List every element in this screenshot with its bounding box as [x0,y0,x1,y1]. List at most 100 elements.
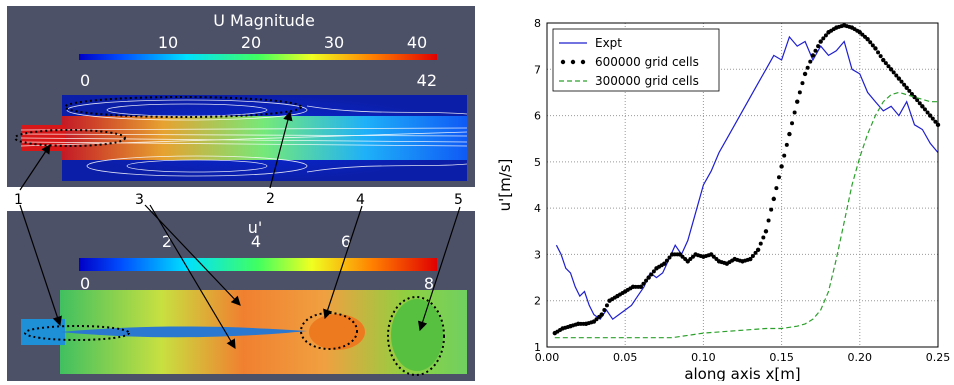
series-point [730,258,735,263]
legend-label: Expt [595,36,622,50]
series-point [821,36,826,41]
series-point [883,61,888,66]
series-point [933,119,938,124]
series-point [680,254,685,259]
series-line [554,91,938,339]
x-tick-label: 0.25 [926,351,950,364]
series-point [868,40,873,45]
series-point [886,64,891,69]
series-point [818,39,823,44]
series-point [847,24,852,29]
series-point [698,253,703,258]
series-point [784,142,789,147]
series-point [795,99,800,104]
series-point [805,65,810,70]
callout-4: 4 [356,192,365,208]
callout-2: 2 [266,191,275,207]
fluctuation-line-chart: 0.00 0.05 0.10 0.15 0.20 0.25 1 2 3 4 5 6 7 8 along a… [496,17,950,381]
y-tick-label: 8 [534,17,541,30]
series-point [737,258,742,263]
series-point [763,229,769,234]
series-point [891,70,896,75]
legend-label: 600000 grid cells [595,55,699,69]
series-point [769,207,774,212]
series-point [688,257,693,262]
y-tick-label: 2 [534,295,541,308]
callout-layer: 1 2 3 4 5 [14,110,463,350]
recirculation-zone-outline [64,96,302,118]
callout-1: 1 [14,192,23,208]
velocity-magnitude-field: U Magnitude 10 20 30 40 0 42 [14,11,468,181]
series-point [831,27,836,32]
series-point [690,254,695,259]
colorbar-tick: 10 [158,33,178,52]
series-point [930,116,935,121]
series-point [761,235,766,240]
series-point [664,258,669,263]
series-point [787,131,792,137]
series-point [912,94,917,100]
series-point [774,186,779,191]
series-point [863,34,868,39]
series-point [651,269,656,274]
series-point [558,328,563,333]
legend-swatch [560,59,566,65]
tick-labels: 0.00 0.05 0.10 0.15 0.20 0.25 1 2 3 4 5 6 7 8 [534,17,950,364]
series-point [790,121,795,126]
series-point [745,257,750,262]
series-point [758,241,763,246]
downstream-outline [387,296,445,376]
series-point [675,252,680,257]
series-point [628,286,633,291]
series-point [755,247,761,252]
series-point [714,257,719,262]
series-point [706,253,711,258]
series-point [925,110,930,115]
colorbar-max: 42 [417,71,437,90]
legend-box [552,28,720,92]
colorbar-tick: 4 [251,232,261,251]
colorbar-tick: 40 [407,33,427,52]
velocity-magnitude-panel: U Magnitude 10 20 30 40 0 42 [7,6,475,187]
series-point [873,46,878,51]
series-point [771,196,776,202]
series-point [904,85,909,91]
series-point [810,53,816,58]
series-point [565,324,570,329]
series-point [917,101,922,106]
series-point [855,28,860,33]
series-point [750,253,755,258]
series-point [667,255,672,260]
series-point [927,113,933,118]
plot-frame [546,22,939,348]
series-point [597,314,602,319]
series-point [860,32,865,37]
series-point [894,73,899,78]
fluctuation-field: u' 2 4 6 0 8 [21,218,467,376]
series-point [589,320,594,325]
series-point [823,33,828,38]
colorbar-title: U Magnitude [213,11,315,30]
series-point [722,260,727,265]
core-outline [24,325,130,341]
colorbar-title: u' [248,218,263,237]
series-point [920,104,925,109]
colorbar-min: 0 [80,274,90,293]
series-point [646,275,651,280]
series-point [612,295,617,300]
series-point [782,153,787,158]
colorbar-max: 8 [424,274,434,293]
series-point [636,284,641,289]
series-point [881,57,886,63]
series-point [922,107,927,112]
y-tick-label: 6 [534,110,541,123]
y-tick-label: 3 [534,248,541,261]
series-point [641,281,646,286]
series-point [659,263,664,268]
colorbar-tick: 2 [162,232,172,251]
series-point [776,175,781,180]
series-point [620,291,625,295]
legend-swatch [580,59,586,65]
series-point [644,278,649,283]
series-point [779,164,784,169]
